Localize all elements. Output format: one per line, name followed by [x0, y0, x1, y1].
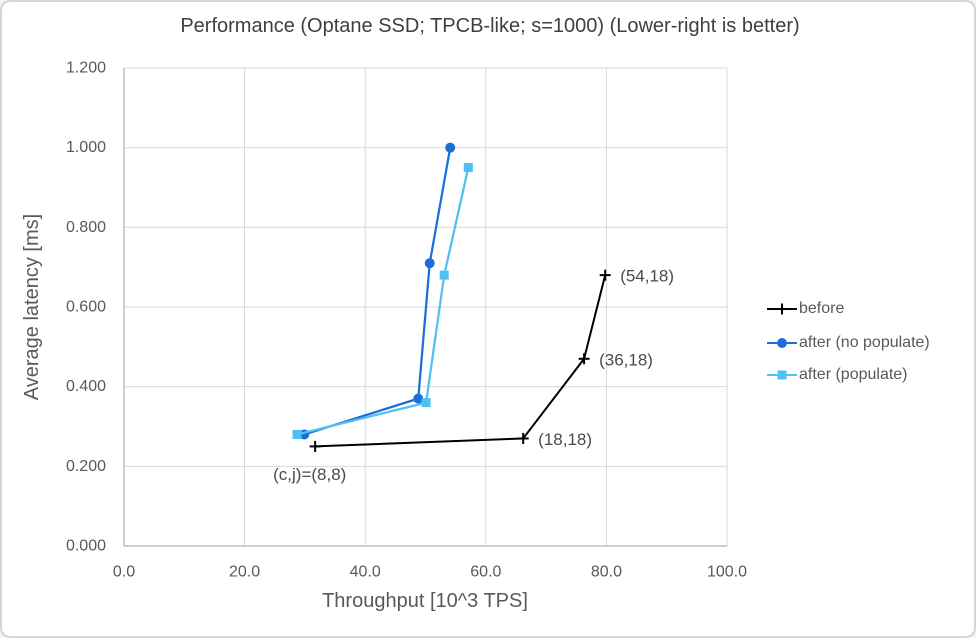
point-annotation: (54,18) [620, 267, 674, 286]
y-tick-label: 0.400 [66, 378, 106, 395]
point-annotation: (36,18) [599, 350, 653, 369]
square-marker [777, 370, 787, 380]
y-tick-label: 1.200 [66, 60, 106, 77]
circle-marker [413, 393, 424, 404]
series-after-populate- [292, 163, 473, 439]
legend-item-before: before [767, 298, 844, 320]
x-tick-label: 0.0 [113, 564, 135, 581]
x-tick-label: 60.0 [470, 564, 501, 581]
point-annotation: (c,j)=(8,8) [273, 465, 346, 484]
x-axis-title: Throughput [10^3 TPS] [322, 590, 528, 612]
circle-marker [445, 142, 456, 153]
square-marker [292, 429, 302, 439]
before-plus-marker-icon [767, 303, 797, 315]
legend-label-after-no-populate: after (no populate) [799, 334, 930, 351]
square-marker [421, 398, 431, 408]
x-tick-label: 20.0 [229, 564, 260, 581]
legend-item-after-populate: after (populate) [767, 364, 908, 386]
legend-item-after-no-populate: after (no populate) [767, 332, 930, 354]
y-tick-label: 0.800 [66, 219, 106, 236]
x-tick-label: 40.0 [350, 564, 381, 581]
series-after-no-populate- [299, 142, 456, 440]
y-tick-label: 1.000 [66, 139, 106, 156]
y-tick-label: 0.000 [66, 538, 106, 555]
legend-label-after-populate: after (populate) [799, 366, 908, 383]
y-tick-label: 0.600 [66, 299, 106, 316]
series-line [296, 167, 470, 436]
y-tick-label: 0.200 [66, 458, 106, 475]
circle-marker [424, 258, 435, 269]
chart-title: Performance (Optane SSD; TPCB-like; s=10… [180, 15, 800, 37]
x-tick-label: 100.0 [707, 564, 747, 581]
after-populate-square-marker-icon [767, 370, 797, 380]
point-annotation: (18,18) [538, 430, 592, 449]
x-tick-label: 80.0 [591, 564, 622, 581]
y-axis-title: Average latency [ms] [21, 213, 43, 401]
series-line [315, 274, 607, 448]
series-before [309, 269, 611, 452]
legend-label-before: before [799, 300, 845, 317]
after-no-populate-circle-marker-icon [767, 338, 797, 348]
square-marker [463, 163, 473, 173]
square-marker [439, 270, 449, 280]
circle-marker [777, 338, 787, 348]
series-line [303, 147, 452, 436]
